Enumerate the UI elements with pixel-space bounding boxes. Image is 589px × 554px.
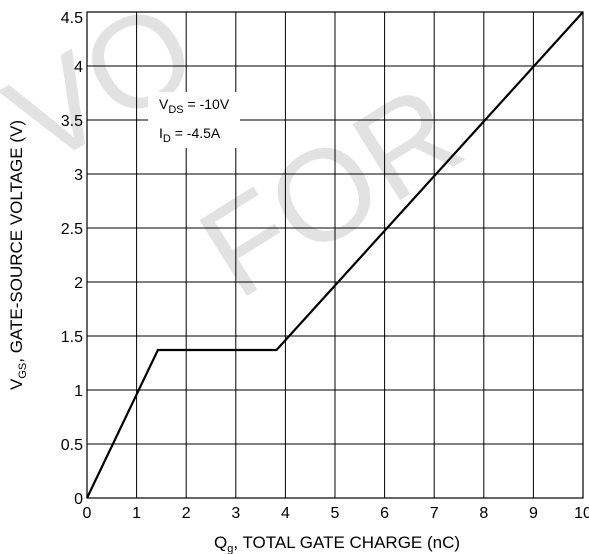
annotation-id: ID = -4.5A — [159, 125, 221, 145]
x-tick-label: 8 — [479, 505, 488, 522]
series-line — [86, 11, 584, 499]
y-tick-label: 2 — [74, 275, 83, 292]
y-tick-label: 4.5 — [61, 10, 83, 27]
y-axis-title: VGS, GATE-SOURCE VOLTAGE (V) — [7, 120, 29, 390]
grid — [86, 11, 584, 499]
y-tick-label: 3 — [74, 167, 83, 184]
x-axis-title: Qg, TOTAL GATE CHARGE (nC) — [214, 533, 460, 554]
annotation-vds: VDS = -10V — [159, 96, 230, 116]
x-tick-label: 7 — [430, 505, 439, 522]
x-tick-label: 0 — [83, 505, 92, 522]
x-tick-labels: 0 1 2 3 4 5 6 7 8 9 10 — [83, 505, 589, 522]
x-tick-label: 2 — [182, 505, 191, 522]
y-tick-label: 0.5 — [61, 437, 83, 454]
x-tick-label: 4 — [281, 505, 290, 522]
x-tick-label: 6 — [380, 505, 389, 522]
x-tick-label: 5 — [331, 505, 340, 522]
annotation-background — [148, 92, 240, 148]
series — [86, 11, 584, 499]
y-tick-label: 3.5 — [61, 113, 83, 130]
y-tick-labels: 0 0.5 1 1.5 2 2.5 3 3.5 4 4.5 — [61, 10, 83, 508]
y-tick-label: 2.5 — [61, 221, 83, 238]
y-tick-label: 4 — [74, 59, 83, 76]
y-tick-label: 1 — [74, 383, 83, 400]
plot-frame — [86, 11, 584, 499]
x-tick-label: 9 — [529, 505, 538, 522]
x-tick-label: 3 — [231, 505, 240, 522]
x-tick-label: 1 — [132, 505, 141, 522]
y-tick-label: 0 — [74, 491, 83, 508]
y-tick-label: 1.5 — [61, 329, 83, 346]
x-tick-label: 10 — [574, 505, 589, 522]
